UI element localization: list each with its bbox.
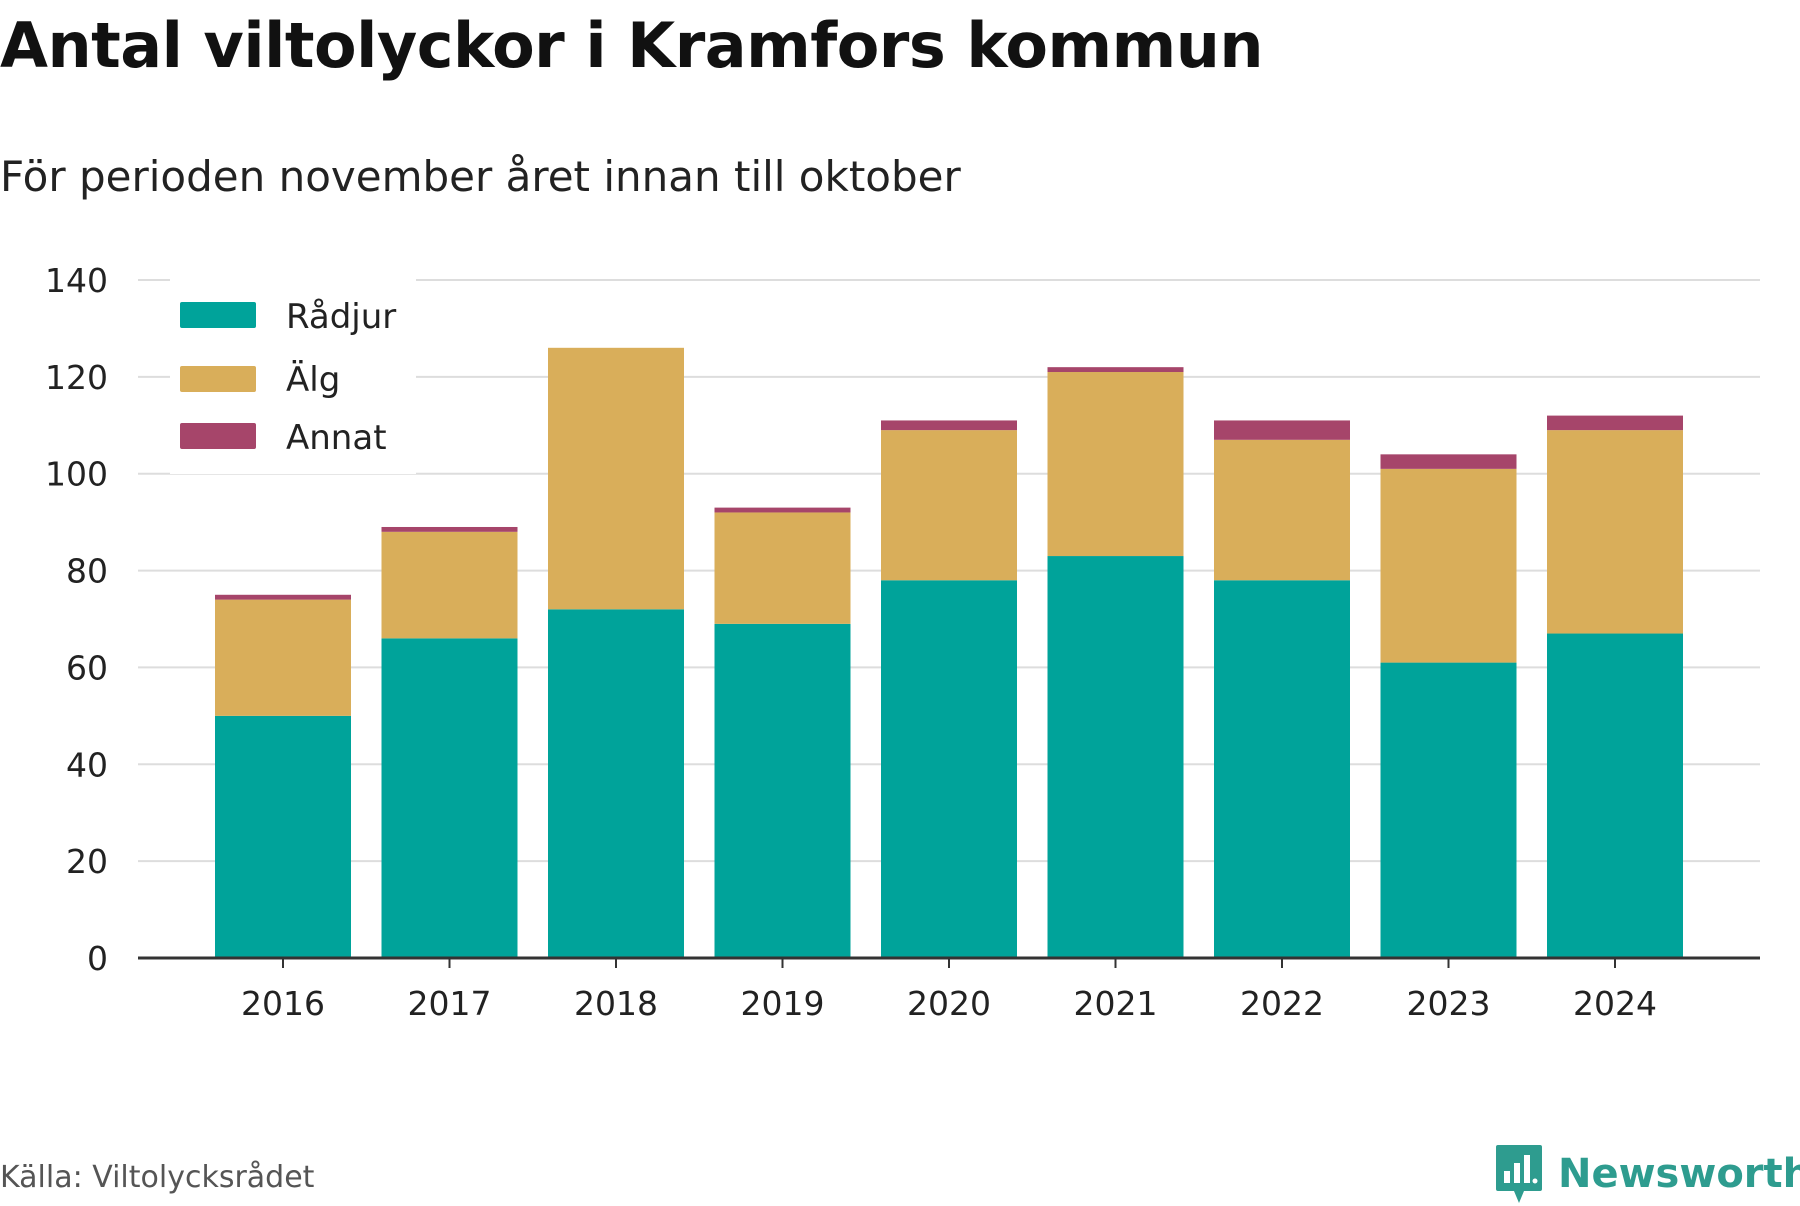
y-tick-label: 140 [45, 261, 108, 300]
x-tick-label-2018: 2018 [574, 984, 658, 1023]
bar-annat-2020 [881, 420, 1017, 431]
bar-alg-2024 [1547, 430, 1683, 634]
x-tick-label-2019: 2019 [741, 984, 825, 1023]
bar-alg-2019 [714, 512, 851, 624]
brand-logo: Newsworthy [1494, 1142, 1800, 1206]
x-axis: 2016 2017 2018 2019 2020 2021 2022 2023 2024 [138, 956, 1760, 1023]
legend-label-alg: Älg [286, 360, 340, 400]
legend-label-annat: Annat [286, 418, 387, 458]
bar-annat-2024 [1547, 415, 1683, 431]
y-tick-label: 100 [45, 455, 108, 494]
bar-radjur-2022 [1214, 580, 1350, 958]
bar-annat-2023 [1380, 454, 1517, 469]
bar-alg-2021 [1047, 372, 1184, 557]
bar-alg-2016 [215, 599, 351, 716]
legend-item-annat: Annat [180, 418, 387, 458]
brand-name: Newsworthy [1558, 1151, 1800, 1197]
bar-annat-2016 [215, 594, 351, 600]
y-tick-label: 80 [66, 552, 108, 591]
x-tick-label-2021: 2021 [1074, 984, 1158, 1023]
bars [215, 347, 1683, 958]
legend-swatch-annat [180, 423, 256, 449]
y-tick-label: 40 [66, 745, 108, 784]
y-tick-label: 120 [45, 358, 108, 397]
bar-radjur-2024 [1547, 633, 1683, 958]
bar-alg-2017 [381, 531, 518, 639]
x-tick-label-2016: 2016 [241, 984, 325, 1023]
x-tick-label-2023: 2023 [1407, 984, 1491, 1023]
x-tick-label-2024: 2024 [1573, 984, 1657, 1023]
chart-subtitle: För perioden november året innan till ok… [0, 152, 961, 201]
x-tick-label-2020: 2020 [907, 984, 991, 1023]
y-tick-label: 0 [87, 939, 108, 978]
y-axis-ticks: 0 20 40 60 80 100 120 140 [45, 261, 108, 978]
bar-alg-2018 [548, 347, 684, 610]
source-note: Källa: Viltolycksrådet [0, 1160, 315, 1195]
newsworthy-logo-icon [1496, 1145, 1542, 1203]
chart-title: Antal viltolyckor i Kramfors kommun [0, 9, 1264, 82]
legend-item-radjur: Rådjur [180, 297, 396, 337]
bar-alg-2023 [1380, 468, 1517, 663]
legend-item-alg: Älg [180, 360, 340, 400]
bar-radjur-2016 [215, 715, 351, 958]
bar-alg-2022 [1214, 439, 1350, 581]
x-tick-label-2017: 2017 [408, 984, 492, 1023]
bar-radjur-2019 [714, 623, 851, 958]
legend: Rådjur Älg Annat [170, 278, 416, 474]
legend-label-radjur: Rådjur [286, 297, 396, 337]
y-tick-label: 20 [66, 842, 108, 881]
bar-annat-2017 [381, 526, 518, 532]
bar-radjur-2017 [381, 638, 518, 958]
legend-swatch-alg [180, 366, 256, 392]
bar-radjur-2018 [548, 609, 684, 958]
bar-annat-2022 [1214, 420, 1350, 440]
bar-annat-2021 [1047, 367, 1184, 373]
y-tick-label: 60 [66, 648, 108, 687]
bar-radjur-2021 [1047, 556, 1184, 958]
bar-radjur-2020 [881, 580, 1017, 958]
legend-swatch-radjur [180, 302, 256, 328]
bar-alg-2020 [881, 430, 1017, 581]
bar-annat-2019 [714, 507, 851, 513]
x-tick-label-2022: 2022 [1240, 984, 1324, 1023]
bar-radjur-2023 [1380, 662, 1517, 958]
